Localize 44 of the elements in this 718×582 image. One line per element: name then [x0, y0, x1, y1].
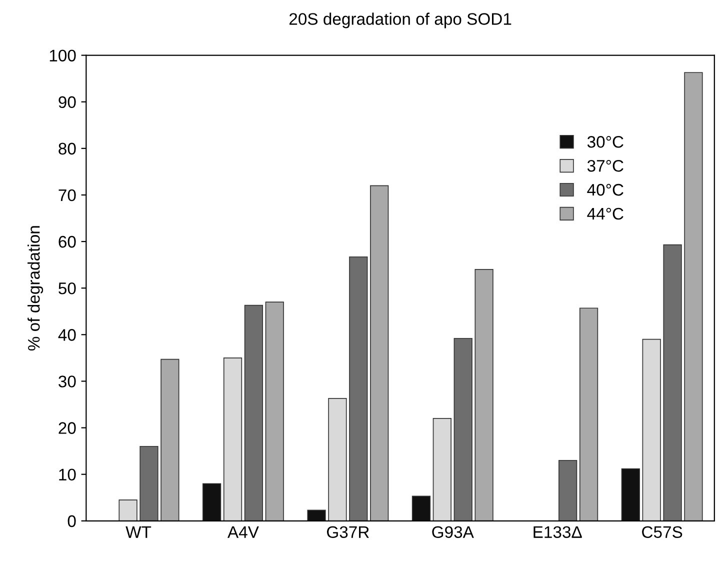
legend-label: 44°C — [587, 208, 624, 220]
bar — [160, 358, 180, 521]
bar — [474, 269, 494, 521]
x-tick-label: G37R — [327, 526, 369, 538]
x-tick-label: WT — [126, 526, 152, 538]
y-tick-label: 10 — [59, 468, 76, 481]
y-tick-label: 20 — [58, 422, 76, 434]
bar — [370, 185, 389, 521]
bar — [558, 460, 578, 521]
legend-label: 30°C — [587, 136, 624, 148]
y-tick-label: 80 — [58, 142, 76, 155]
bar — [140, 446, 158, 521]
bar — [244, 304, 264, 521]
x-tick-label: C57S — [642, 526, 682, 538]
x-tick-label: A4V — [228, 526, 259, 538]
bar — [349, 256, 368, 521]
y-tick-label: 70 — [58, 189, 76, 202]
bar — [663, 244, 682, 521]
x-tick-label: E133Δ — [534, 526, 582, 538]
x-tick-label: G93A — [432, 526, 474, 538]
bar — [642, 338, 661, 521]
bar — [579, 308, 598, 521]
bar — [118, 500, 138, 521]
y-axis-title: % of degradation — [28, 226, 44, 350]
bar — [265, 302, 284, 521]
y-tick-label: 60 — [58, 236, 76, 248]
bar — [307, 510, 326, 521]
bar — [202, 483, 222, 521]
bar — [621, 468, 640, 521]
bar — [412, 496, 431, 521]
bar — [328, 398, 347, 521]
legend-label: 40°C — [587, 184, 624, 196]
bar — [223, 358, 242, 521]
y-tick-label: 30 — [58, 376, 76, 388]
chart-title: 20S degradation of apo SOD1 — [289, 12, 512, 28]
legend-label: 37°C — [587, 160, 624, 172]
y-tick-label: 90 — [58, 96, 76, 108]
bar — [454, 338, 472, 521]
y-tick-label: 0 — [68, 515, 76, 528]
bar — [432, 418, 452, 521]
bar — [684, 72, 703, 521]
y-tick-label: 100 — [50, 50, 76, 62]
y-tick-label: 40 — [58, 329, 76, 341]
y-tick-label: 50 — [58, 282, 76, 294]
